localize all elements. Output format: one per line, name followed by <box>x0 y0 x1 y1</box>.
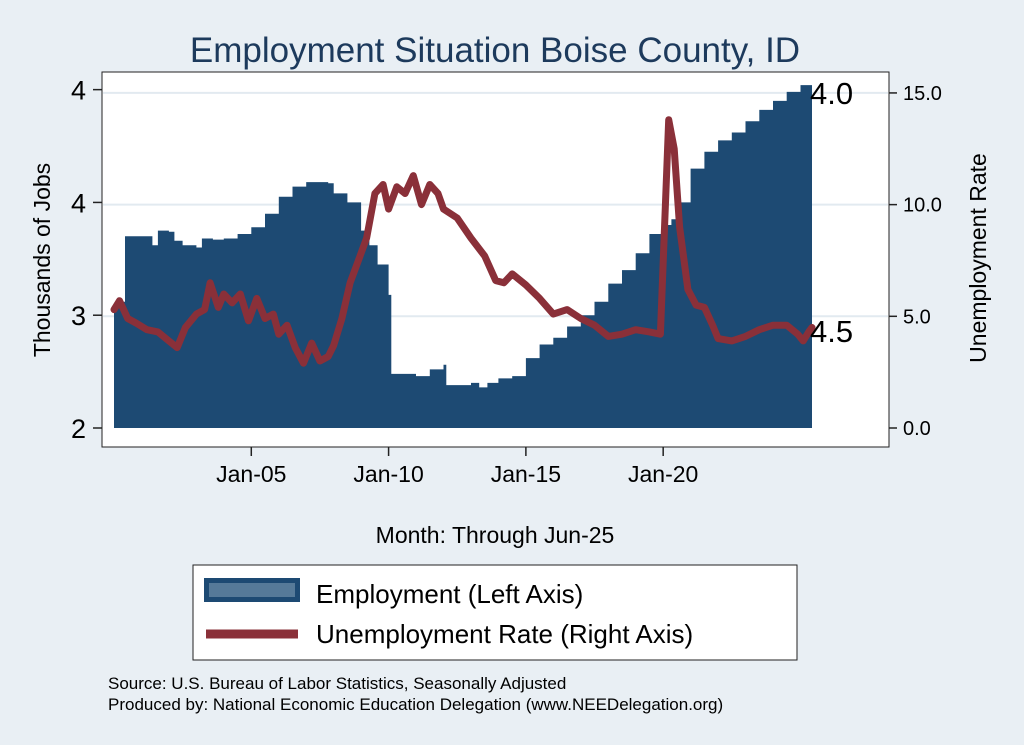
left-axis-label: Thousands of Jobs <box>29 163 55 357</box>
legend-unemployment-label: Unemployment Rate (Right Axis) <box>316 619 693 649</box>
produced-by-line: Produced by: National Economic Education… <box>108 695 723 714</box>
left-tick-label-2: 4 <box>71 188 86 218</box>
x-axis-label: Month: Through Jun-25 <box>376 522 615 548</box>
chart-title: Employment Situation Boise County, ID <box>190 31 800 70</box>
right-tick-label-3: 15.0 <box>903 83 942 105</box>
source-line: Source: U.S. Bureau of Labor Statistics,… <box>108 674 566 693</box>
left-tick-label-3: 4 <box>71 76 86 106</box>
x-tick-label-0: Jan-05 <box>216 461 286 487</box>
x-axis: Jan-05 Jan-10 Jan-15 Jan-20 <box>216 447 698 487</box>
employment-area <box>114 82 812 429</box>
right-tick-label-2: 10.0 <box>903 195 942 217</box>
right-tick-label-0: 0.0 <box>903 418 931 440</box>
x-tick-label-2: Jan-15 <box>491 461 561 487</box>
employment-end-label: 4.0 <box>810 76 853 111</box>
right-tick-label-1: 5.0 <box>903 306 931 328</box>
left-axis: 2 3 4 4 <box>71 76 102 444</box>
legend-employment-label: Employment (Left Axis) <box>316 579 583 609</box>
left-tick-label-0: 2 <box>71 414 86 444</box>
legend-employment-swatch-inner <box>209 583 295 597</box>
x-tick-label-3: Jan-20 <box>628 461 698 487</box>
legend: Employment (Left Axis) Unemployment Rate… <box>192 564 798 661</box>
left-tick-label-1: 3 <box>71 301 86 331</box>
unemployment-end-label: 4.5 <box>810 314 853 349</box>
right-axis: 0.0 5.0 10.0 15.0 <box>889 83 942 440</box>
x-tick-label-1: Jan-10 <box>353 461 423 487</box>
right-axis-label: Unemployment Rate <box>965 153 991 363</box>
unemployment-line <box>110 116 816 367</box>
